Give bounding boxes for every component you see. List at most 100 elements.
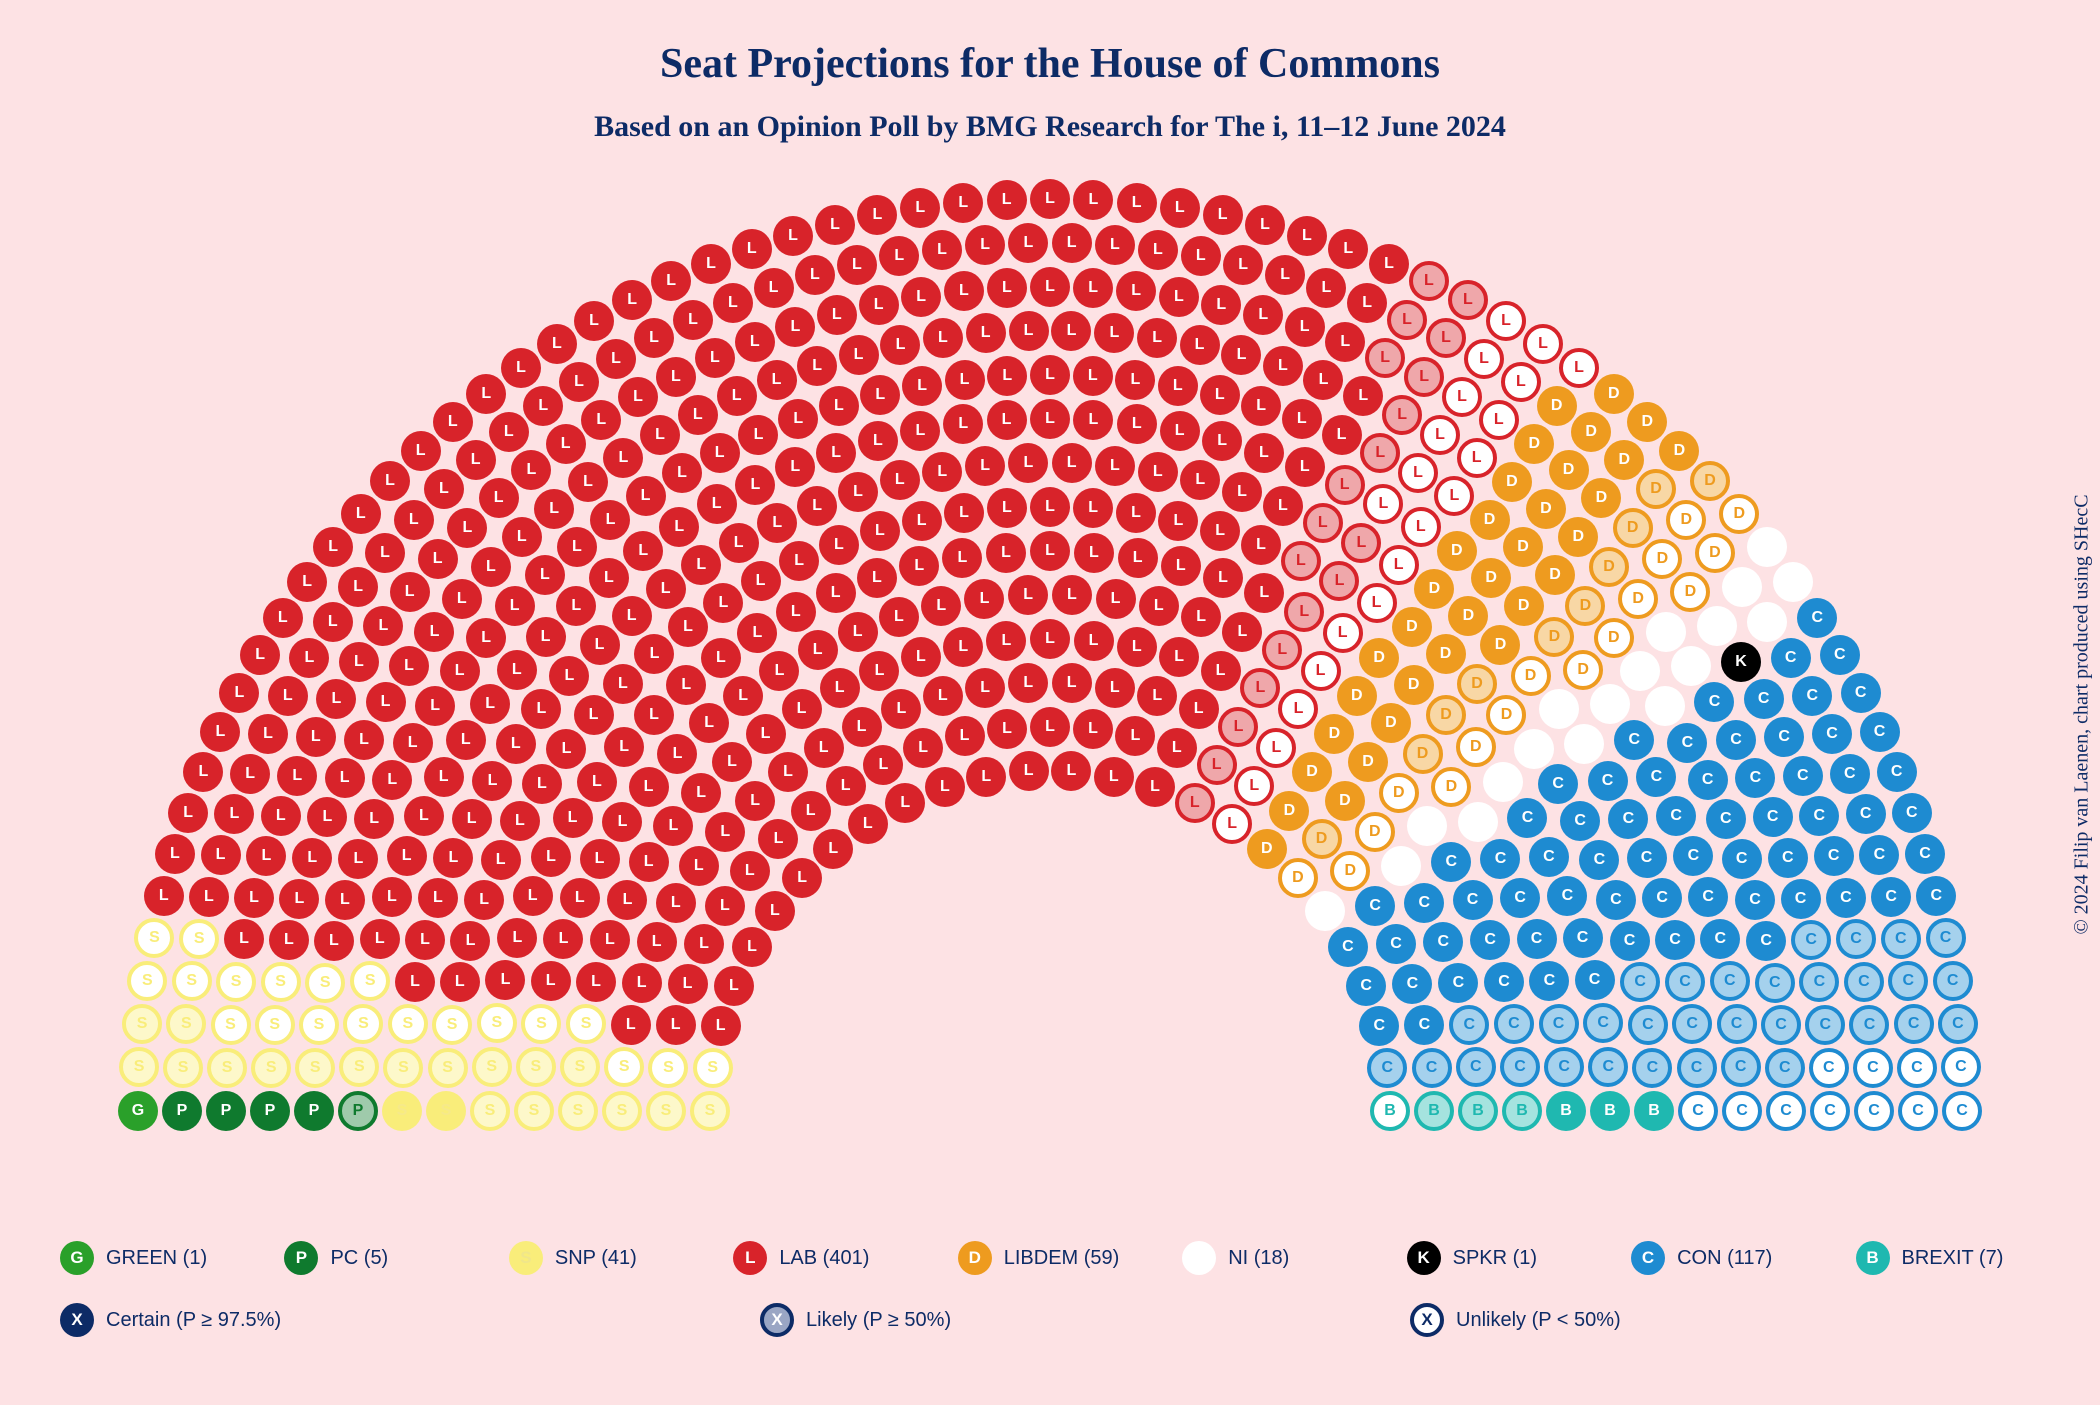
seat: C <box>1453 880 1493 920</box>
seat: L <box>589 558 629 598</box>
seat: L <box>634 634 674 674</box>
seat: L <box>313 602 353 642</box>
seat: L <box>574 695 614 735</box>
seat: L <box>838 612 878 652</box>
seat: L <box>965 668 1005 708</box>
seat: S <box>163 1048 203 1088</box>
seat: C <box>1376 924 1416 964</box>
seat: L <box>1008 223 1048 263</box>
seat: B <box>1634 1091 1674 1131</box>
seat: C <box>1667 723 1707 763</box>
seat: D <box>1448 596 1488 636</box>
seat: L <box>1325 322 1365 362</box>
seat: L <box>495 586 535 626</box>
seat <box>1539 689 1579 729</box>
seat: L <box>1241 386 1281 426</box>
seat: L <box>341 494 381 534</box>
seat: L <box>1158 366 1198 406</box>
seat: L <box>754 268 794 308</box>
seat: C <box>1942 1091 1982 1131</box>
seat: L <box>389 646 429 686</box>
seat: C <box>1431 842 1471 882</box>
seat: L <box>344 720 384 760</box>
seat: L <box>662 453 702 493</box>
seat: L <box>1263 486 1303 526</box>
seat: L <box>1363 484 1403 524</box>
seat: L <box>452 799 492 839</box>
seat: C <box>1529 961 1569 1001</box>
seat: L <box>1137 318 1177 358</box>
seat: L <box>922 452 962 492</box>
seat: L <box>1117 183 1157 223</box>
seat: L <box>885 783 925 823</box>
seat: C <box>1812 714 1852 754</box>
seat: L <box>234 878 274 918</box>
seat: L <box>758 819 798 859</box>
seat: D <box>1503 527 1543 567</box>
seat: L <box>1559 348 1599 388</box>
seat: D <box>1330 851 1370 891</box>
seat: C <box>1941 1047 1981 1087</box>
seat: L <box>779 541 819 581</box>
seat: D <box>1437 531 1477 571</box>
seat: L <box>900 411 940 451</box>
seat: C <box>1346 966 1386 1006</box>
seat: L <box>214 794 254 834</box>
seat: C <box>1579 840 1619 880</box>
seat: L <box>471 547 511 587</box>
seat: D <box>1695 533 1735 573</box>
seat: L <box>697 484 737 524</box>
seat: C <box>1392 964 1432 1004</box>
seat: C <box>1480 839 1520 879</box>
seat: L <box>634 695 674 735</box>
seat: C <box>1700 919 1740 959</box>
seat: L <box>659 507 699 547</box>
seat: L <box>656 1005 696 1045</box>
seat: C <box>1755 963 1795 1003</box>
seat: L <box>857 558 897 598</box>
seat: D <box>1613 508 1653 548</box>
seat: L <box>568 462 608 502</box>
seat: L <box>945 360 985 400</box>
seat: S <box>521 1004 561 1044</box>
seat: D <box>1670 572 1710 612</box>
seat: D <box>1594 374 1634 414</box>
seat: L <box>879 597 919 637</box>
seat: L <box>525 555 565 595</box>
seat: L <box>604 727 644 767</box>
seat: L <box>1306 268 1346 308</box>
seat: L <box>1030 487 1070 527</box>
seat: L <box>1201 651 1241 691</box>
seat: L <box>366 682 406 722</box>
seat <box>1646 612 1686 652</box>
seat: L <box>580 625 620 665</box>
seat: C <box>1765 1048 1805 1088</box>
seat: L <box>622 963 662 1003</box>
seat: C <box>1359 1006 1399 1046</box>
seat: S <box>299 1005 339 1045</box>
seat: L <box>1245 205 1285 245</box>
seat: L <box>1073 709 1113 749</box>
seat: L <box>1161 546 1201 586</box>
seat: L <box>1009 311 1049 351</box>
seat: L <box>1282 399 1322 439</box>
seat: L <box>1263 346 1303 386</box>
seat: L <box>881 689 921 729</box>
seat: L <box>277 756 317 796</box>
seat: D <box>1511 656 1551 696</box>
seat: L <box>1464 339 1504 379</box>
seat: C <box>1764 717 1804 757</box>
seat: L <box>901 637 941 677</box>
seat: L <box>1051 751 1091 791</box>
seat: D <box>1537 386 1577 426</box>
seat: L <box>325 758 365 798</box>
seat: L <box>1180 460 1220 500</box>
seat: C <box>1560 801 1600 841</box>
seat: C <box>1859 835 1899 875</box>
seat: L <box>390 572 430 612</box>
seat: L <box>1052 663 1092 703</box>
seat: L <box>738 415 778 455</box>
seat: L <box>618 377 658 417</box>
seat: L <box>144 876 184 916</box>
seat: S <box>255 1005 295 1045</box>
